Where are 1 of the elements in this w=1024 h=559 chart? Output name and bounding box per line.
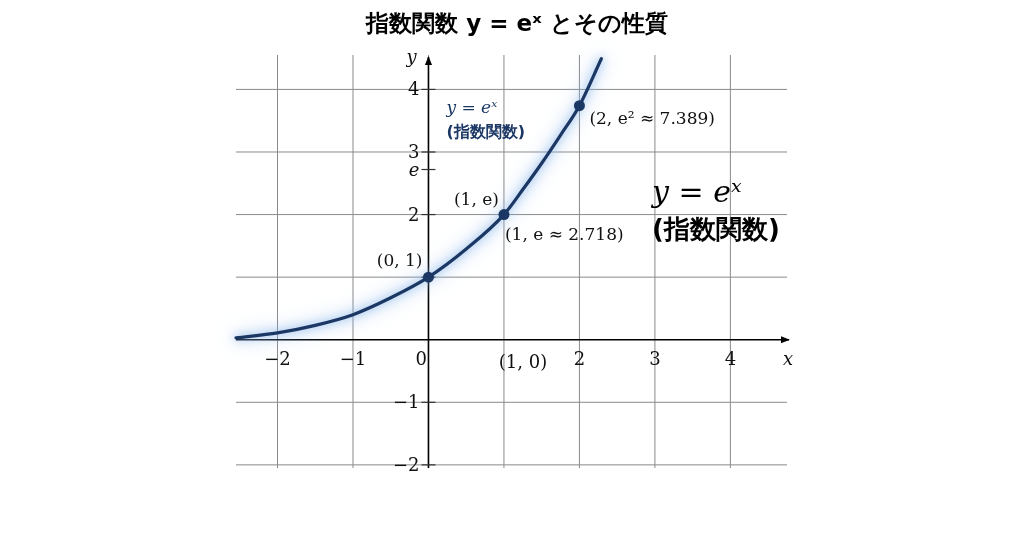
title: 指数関数 y = eˣ とその性質 — [366, 10, 668, 36]
